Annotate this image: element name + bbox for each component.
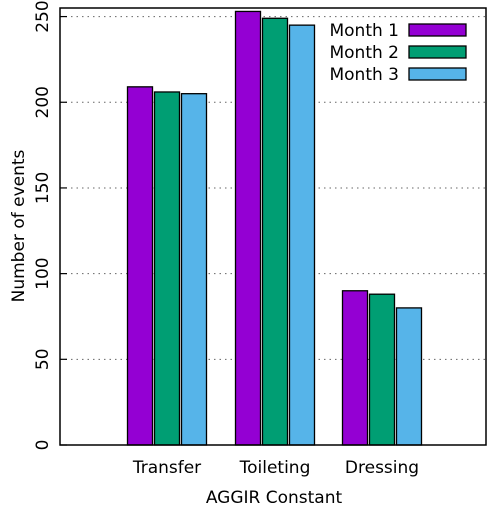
bar-month-3-transfer <box>180 93 208 446</box>
legend-swatch <box>408 67 467 81</box>
y-tick-label: 250 <box>33 0 53 32</box>
bar-month-2-toileting <box>261 17 289 446</box>
x-axis-ticks: Transfer Toileting Dressing <box>132 458 419 478</box>
bar-month-2-dressing <box>368 293 396 446</box>
legend-label: Month 1 <box>329 21 399 41</box>
bar-month-1-toileting <box>234 10 262 446</box>
y-tick-label: 200 <box>33 86 53 118</box>
x-tick-label: Transfer <box>132 458 201 478</box>
legend-swatch <box>408 23 467 37</box>
bar-month-3-toileting <box>288 24 316 446</box>
x-tick-label: Dressing <box>345 458 419 478</box>
plot-frame <box>59 7 487 446</box>
x-axis-title: AGGIR Constant <box>206 488 343 508</box>
y-tick-label: 50 <box>33 348 53 370</box>
legend-label: Month 3 <box>329 65 399 85</box>
bars <box>126 10 423 446</box>
y-tick-label: 100 <box>33 257 53 289</box>
bar-month-1-dressing <box>341 290 369 446</box>
legend-label: Month 2 <box>329 43 399 63</box>
bar-month-1-transfer <box>126 86 154 446</box>
bar-month-3-dressing <box>395 307 423 446</box>
y-axis-title: Number of events <box>9 149 29 302</box>
bar-month-2-transfer <box>153 91 181 446</box>
y-tick-label: 0 <box>33 440 53 451</box>
y-tick-label: 150 <box>33 172 53 204</box>
legend-swatch <box>408 45 467 59</box>
x-tick-label: Toileting <box>239 458 311 478</box>
y-axis-ticks: 0 50 100 150 200 250 <box>33 0 67 450</box>
